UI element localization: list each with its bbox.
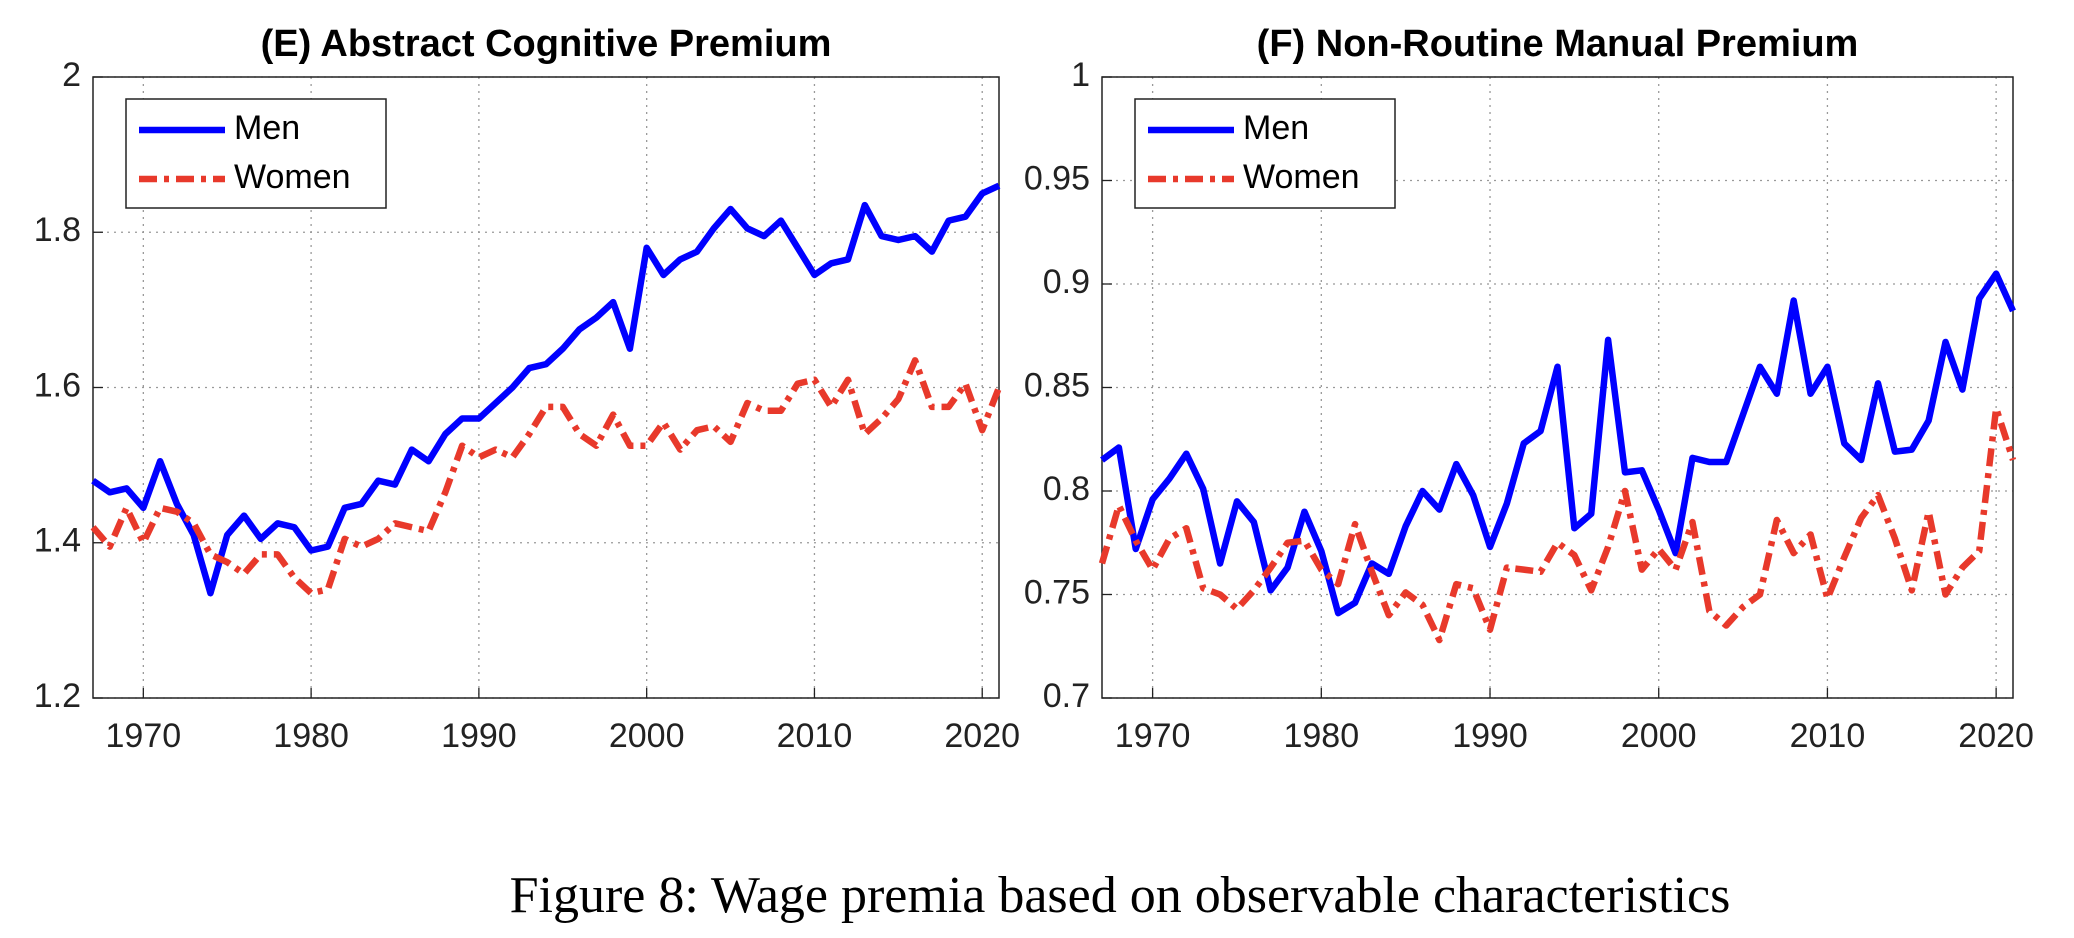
- y-tick-label: 1.6: [34, 366, 81, 404]
- x-tick-label: 2000: [1621, 717, 1697, 755]
- series-line: [1100, 270, 2016, 617]
- x-tick-label: 2020: [944, 717, 1020, 755]
- y-tick-label: 0.75: [1024, 573, 1090, 611]
- legend: Men Women: [125, 98, 387, 209]
- y-tick-label: 1.2: [34, 677, 81, 715]
- chart-title: (E) Abstract Cognitive Premium: [261, 23, 832, 65]
- series-line: [1098, 404, 2017, 644]
- legend-box: [125, 98, 387, 209]
- plot-frame: [1101, 76, 2014, 699]
- legend-label: Men: [1243, 109, 1309, 147]
- x-tick-label: 2000: [609, 717, 685, 755]
- x-tick-label: 1970: [1115, 717, 1191, 755]
- x-tick-label: 1980: [273, 717, 349, 755]
- legend-box: [1134, 98, 1396, 209]
- y-tick-label: 1: [1071, 56, 1090, 94]
- legend: Men Women: [1134, 98, 1396, 209]
- x-tick-label: 2010: [1790, 717, 1866, 755]
- plot-frame: [92, 76, 1000, 699]
- legend-label: Women: [234, 158, 351, 196]
- y-tick-label: 2: [62, 56, 81, 94]
- legend-label: Women: [1243, 158, 1360, 196]
- series-line: [91, 182, 1001, 597]
- y-tick-label: 0.7: [1043, 677, 1090, 715]
- x-tick-label: 1970: [106, 717, 182, 755]
- chart-title: (F) Non-Routine Manual Premium: [1257, 23, 1859, 65]
- legend-label: Men: [234, 109, 300, 147]
- y-tick-label: 1.4: [34, 522, 81, 560]
- chart: (E) Abstract Cognitive Premium 1.2 1.4 1.6 1…: [34, 23, 1020, 755]
- x-tick-label: 2010: [777, 717, 853, 755]
- caption: Figure 8: Wage premia based on observabl…: [510, 867, 1731, 924]
- y-tick-label: 0.8: [1043, 470, 1090, 508]
- chart: (F) Non-Routine Manual Premium 0.7 0.75 0.8…: [1024, 23, 2034, 755]
- y-tick-label: 0.95: [1024, 159, 1090, 197]
- y-tick-label: 0.85: [1024, 366, 1090, 404]
- x-tick-label: 1990: [441, 717, 517, 755]
- y-tick-label: 0.9: [1043, 263, 1090, 301]
- x-tick-label: 1990: [1452, 717, 1528, 755]
- y-tick-label: 1.8: [34, 211, 81, 249]
- x-tick-label: 2020: [1958, 717, 2034, 755]
- series-line: [90, 357, 1003, 597]
- x-tick-label: 1980: [1283, 717, 1359, 755]
